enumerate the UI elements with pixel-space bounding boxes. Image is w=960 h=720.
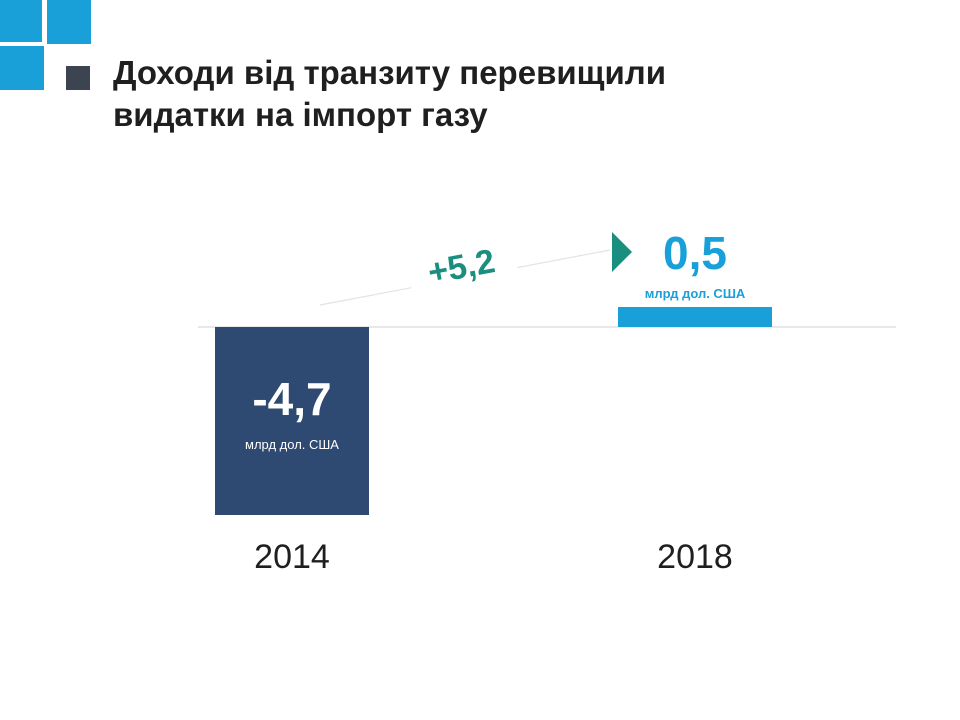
delta-arrow-icon <box>612 232 632 272</box>
page-title-line-2: видатки на імпорт газу <box>113 96 488 133</box>
bar-2018 <box>618 307 772 327</box>
logo-square-dark <box>66 66 90 90</box>
logo-square <box>0 0 42 42</box>
category-label-2018: 2018 <box>657 538 733 576</box>
page-title: Доходи від транзиту перевищили видатки н… <box>113 52 873 136</box>
category-label-2014: 2014 <box>254 538 330 576</box>
delta-label-background <box>405 236 519 296</box>
logo <box>0 0 100 100</box>
page-title-line-1: Доходи від транзиту перевищили <box>113 54 667 91</box>
logo-square <box>0 46 44 90</box>
bar-2014 <box>215 327 369 515</box>
logo-square <box>47 0 91 44</box>
bar-value-label: 0,5 <box>663 227 727 279</box>
delta-label: +5,2 <box>425 242 498 292</box>
bar-value-label: -4,7 <box>252 373 331 425</box>
bar-unit-label: млрд дол. США <box>245 437 339 452</box>
bar-unit-label: млрд дол. США <box>645 286 746 301</box>
